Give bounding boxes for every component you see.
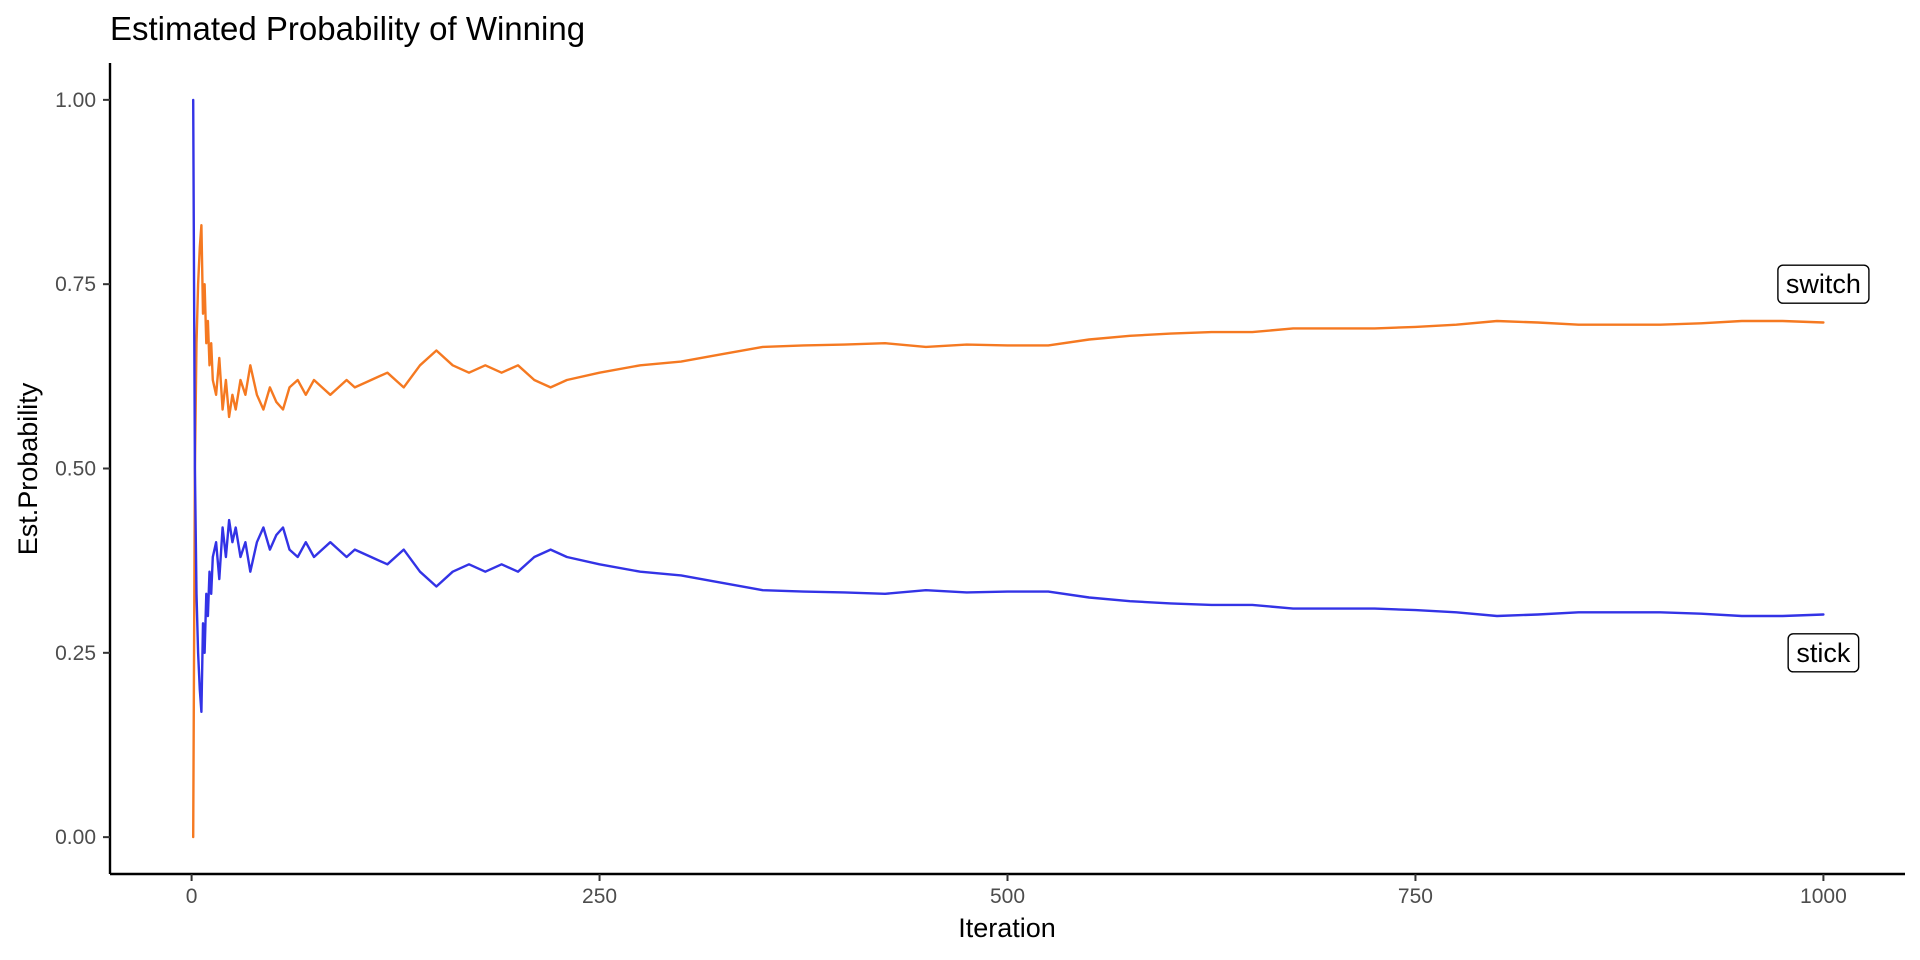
x-tick-label: 750 [1398,885,1433,908]
y-axis-ticks: 0.00 0.25 0.50 0.75 1.00 [55,89,110,849]
series-label-text: switch [1786,269,1861,299]
y-tick-label: 1.00 [55,89,96,112]
series-line-stick [191,98,1825,713]
y-tick-label: 0.00 [55,826,96,849]
plot-area [191,98,1825,839]
y-tick-label: 0.50 [55,458,96,481]
series-line-switch [191,223,1825,839]
chart-title: Estimated Probability of Winning [110,10,585,47]
series-label-switch: switch [1777,264,1870,304]
x-tick-label: 500 [990,885,1025,908]
x-tick-label: 1000 [1800,885,1847,908]
series-label-text: stick [1796,638,1851,668]
series-label-stick: stick [1787,633,1860,673]
y-axis-title: Est.Probability [13,382,43,555]
x-tick-label: 0 [186,885,198,908]
series-label-box [1777,264,1870,304]
series-labels: switch stick [1777,264,1870,673]
y-tick-label: 0.75 [55,273,96,296]
x-axis-title: Iteration [958,913,1056,943]
series-label-box [1787,633,1860,673]
y-tick-label: 0.25 [55,642,96,665]
x-axis-ticks: 0 250 500 750 1000 [186,874,1847,908]
x-tick-label: 250 [582,885,617,908]
